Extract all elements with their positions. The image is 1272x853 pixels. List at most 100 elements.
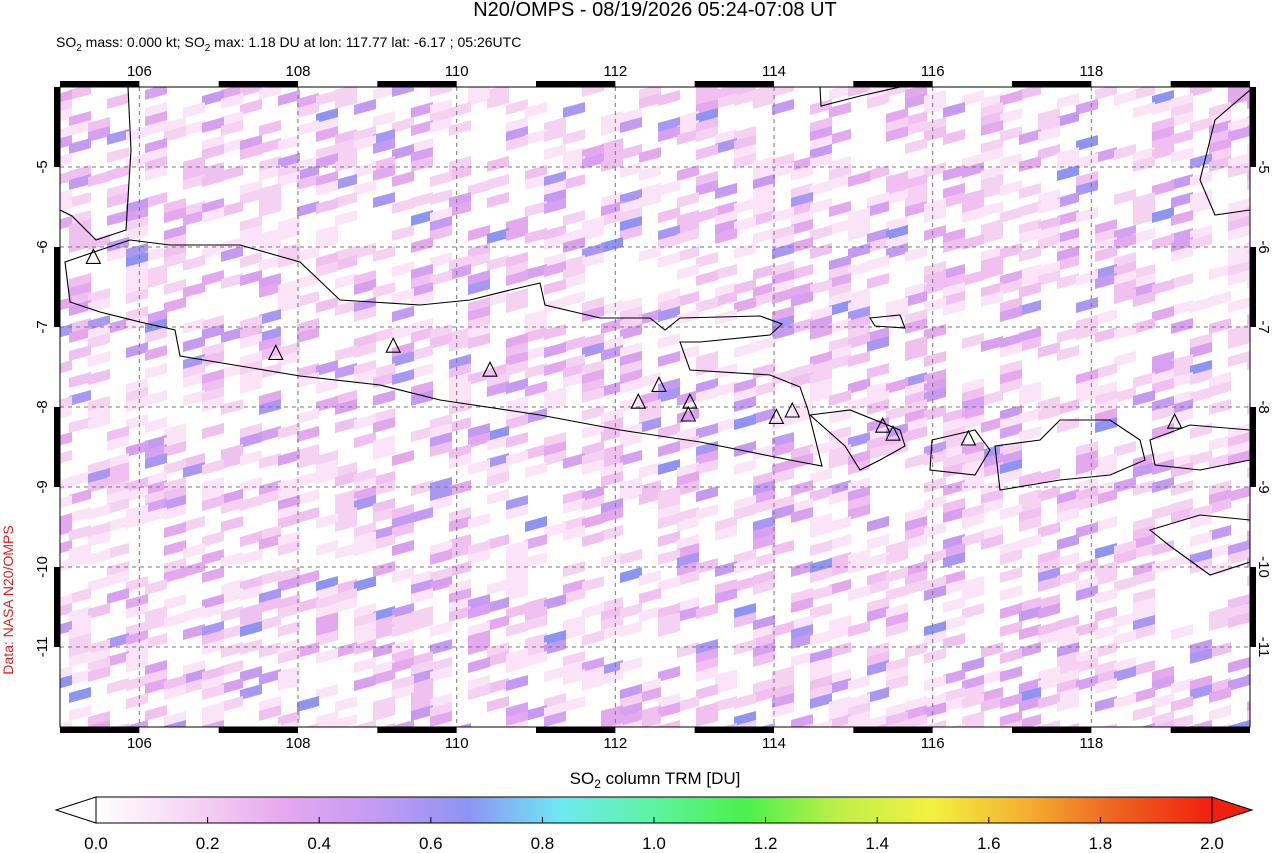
so2-pixel	[335, 399, 357, 415]
so2-pixel	[912, 723, 927, 727]
so2-pixel	[848, 306, 870, 322]
so2-pixel	[905, 309, 927, 325]
so2-pixel	[525, 705, 547, 721]
so2-pixel	[582, 423, 604, 439]
so2-pixel	[69, 606, 91, 622]
so2-pixel	[411, 606, 433, 622]
so2-pixel	[525, 228, 547, 244]
so2-pixel	[1171, 624, 1193, 640]
so2-pixel	[126, 306, 148, 322]
so2-pixel	[734, 414, 756, 430]
so2-pixel	[544, 522, 566, 538]
so2-pixel	[60, 216, 72, 230]
colorbar-tick-label: 2.0	[1200, 834, 1224, 853]
so2-pixel	[278, 531, 300, 547]
so2-pixel	[962, 684, 984, 700]
so2-pixel	[392, 612, 414, 628]
so2-pixel	[69, 219, 91, 235]
so2-pixel	[354, 522, 376, 538]
so2-pixel	[69, 669, 91, 685]
so2-pixel	[810, 279, 832, 295]
so2-pixel	[677, 309, 699, 325]
so2-pixel	[639, 399, 661, 415]
coastline	[994, 419, 1146, 491]
so2-pixel	[544, 432, 566, 448]
so2-pixel	[240, 99, 262, 115]
so2-pixel	[278, 171, 300, 187]
so2-pixel	[1095, 516, 1117, 532]
so2-pixel	[981, 687, 1003, 703]
so2-pixel	[734, 342, 756, 358]
so2-pixel	[69, 111, 91, 127]
so2-pixel	[1057, 210, 1079, 226]
so2-pixel	[354, 306, 376, 322]
so2-pixel	[601, 462, 623, 478]
so2-pixel	[563, 372, 585, 388]
so2-pixel	[468, 432, 490, 448]
so2-pixel	[468, 594, 490, 610]
so2-pixel	[829, 273, 851, 289]
so2-pixel	[335, 138, 357, 154]
so2-pixel	[202, 207, 224, 223]
so2-pixel	[487, 489, 509, 505]
volcano	[784, 401, 801, 418]
so2-pixel	[734, 279, 756, 295]
volcano	[482, 360, 498, 377]
so2-pixel	[487, 678, 509, 694]
so2-pixel	[392, 639, 414, 655]
so2-pixel	[392, 540, 414, 556]
so2-pixel	[924, 351, 946, 367]
so2-pixel	[1228, 333, 1250, 349]
so2-pixel	[1019, 642, 1041, 658]
so2-pixel	[354, 630, 376, 646]
colorbar-tick-label: 0.6	[419, 834, 443, 853]
so2-pixel	[962, 504, 984, 520]
so2-pixel	[202, 594, 224, 610]
so2-pixel	[354, 432, 376, 448]
so2-pixel	[981, 453, 1003, 469]
so2-pixel	[924, 369, 946, 385]
so2-pixel	[829, 345, 851, 361]
so2-pixel	[297, 372, 319, 388]
so2-pixel	[905, 426, 927, 442]
so2-pixel	[734, 549, 756, 565]
so2-pixel	[411, 120, 433, 136]
so2-pixel	[202, 162, 224, 178]
so2-pixel	[905, 516, 927, 532]
so2-pixel	[1019, 408, 1041, 424]
so2-pixel	[943, 183, 965, 199]
so2-pixel	[506, 657, 528, 673]
so2-pixel	[525, 615, 547, 631]
so2-pixel	[316, 513, 338, 529]
so2-pixel	[962, 657, 984, 673]
so2-pixel	[658, 225, 680, 241]
so2-pixel	[696, 459, 718, 475]
so2-pixel	[1095, 570, 1117, 586]
so2-pixel	[886, 225, 908, 241]
so2-pixel	[202, 666, 224, 682]
so2-pixel	[449, 444, 471, 460]
so2-pixel	[886, 378, 908, 394]
so2-pixel	[943, 291, 965, 307]
so2-pixel	[639, 246, 661, 262]
so2-pixel	[1152, 117, 1174, 133]
so2-pixel	[1247, 530, 1250, 541]
so2-pixel	[221, 273, 243, 289]
so2-pixel	[335, 471, 357, 487]
so2-pixel	[430, 117, 452, 133]
so2-pixel	[297, 156, 319, 172]
so2-pixel	[772, 693, 794, 709]
so2-pixel	[753, 93, 775, 109]
so2-pixel	[240, 684, 262, 700]
so2-pixel	[753, 480, 775, 496]
so2-pixel	[639, 462, 661, 478]
so2-pixel	[373, 165, 395, 181]
so2-pixel	[335, 516, 357, 532]
so2-pixel	[60, 540, 72, 554]
so2-pixel	[1076, 378, 1098, 394]
so2-pixel	[1095, 309, 1117, 325]
so2-pixel	[1095, 588, 1117, 604]
volcano	[874, 416, 891, 433]
so2-pixel	[316, 225, 338, 241]
so2-pixel	[563, 561, 585, 577]
